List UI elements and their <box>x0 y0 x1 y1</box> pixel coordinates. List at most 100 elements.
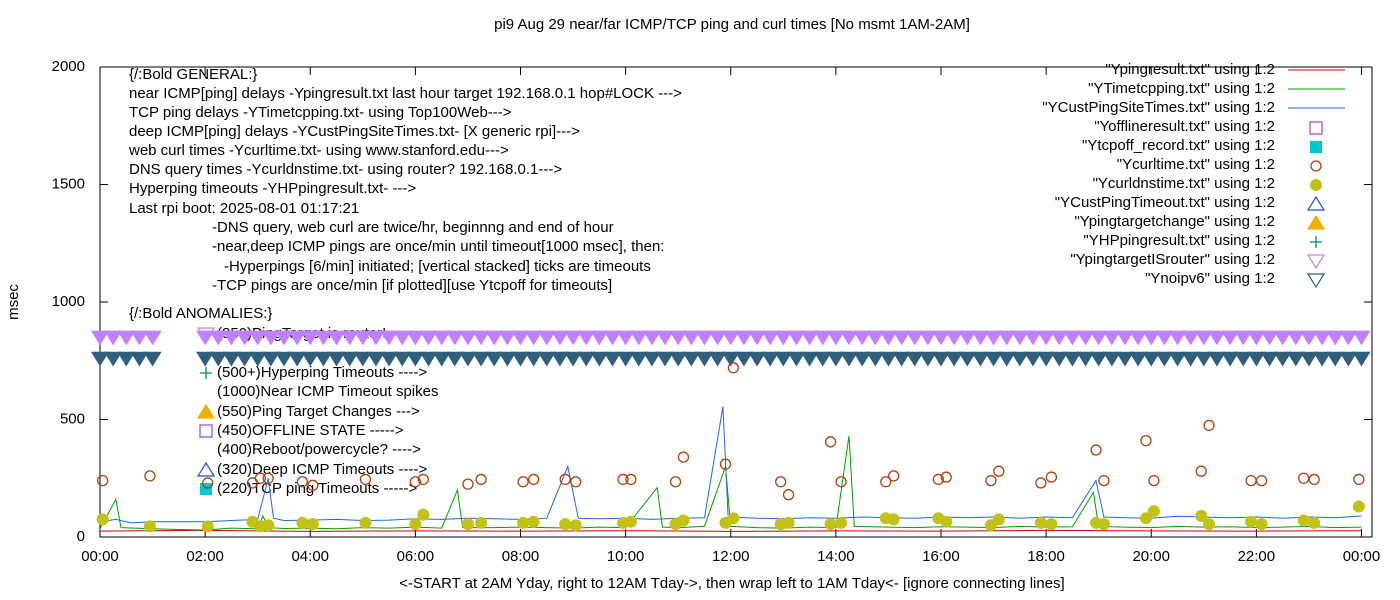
data-point <box>1155 330 1174 346</box>
data-point <box>734 330 753 346</box>
data-point <box>472 351 491 367</box>
data-point <box>201 520 214 533</box>
data-point <box>144 470 156 482</box>
series-line <box>99 529 1362 532</box>
data-point <box>288 330 307 346</box>
data-point <box>971 351 990 367</box>
data-point <box>1129 351 1148 367</box>
data-point <box>1045 518 1058 531</box>
data-point <box>563 330 583 346</box>
annotation: -DNS query, web curl are twice/hr, begin… <box>212 219 614 236</box>
data-point <box>590 330 609 346</box>
data-point <box>288 351 307 367</box>
data-point <box>835 516 848 529</box>
data-point <box>235 351 254 367</box>
data-point <box>984 330 1003 346</box>
data-point <box>892 351 911 367</box>
x-tick-label: 06:00 <box>397 548 435 565</box>
data-point <box>880 476 892 488</box>
data-point <box>747 351 767 367</box>
data-point <box>222 351 241 367</box>
legend-label: "YpingtargetISrouter" using 1:2 <box>1070 251 1275 268</box>
data-point <box>254 472 266 484</box>
data-point <box>1207 330 1227 346</box>
data-point <box>624 515 637 528</box>
data-point <box>380 330 399 346</box>
data-point <box>669 351 688 367</box>
data-point <box>340 330 359 346</box>
data-point <box>563 351 583 367</box>
data-point <box>406 330 425 346</box>
data-point <box>90 330 110 346</box>
data-point <box>826 351 845 367</box>
legend-label: "Ypingtargetchange" using 1:2 <box>1074 213 1275 230</box>
data-point <box>261 330 280 346</box>
data-point <box>393 351 412 367</box>
data-point <box>498 351 517 367</box>
data-point <box>721 351 740 367</box>
data-point <box>642 351 661 367</box>
data-point <box>577 351 596 367</box>
annotation: Last rpi boot: 2025-08-01 01:17:21 <box>129 200 359 217</box>
data-point <box>235 330 254 346</box>
data-point <box>1168 351 1187 367</box>
data-point <box>971 330 990 346</box>
data-point <box>918 351 937 367</box>
data-point <box>866 351 885 367</box>
data-point <box>1245 515 1258 528</box>
legend-label: "Yofflineresult.txt" using 1:2 <box>1094 118 1275 135</box>
data-point <box>559 473 571 486</box>
data-point <box>1273 351 1292 367</box>
data-point <box>130 330 149 346</box>
data-point <box>432 351 451 367</box>
data-point <box>359 473 372 486</box>
data-point <box>1207 351 1227 367</box>
x-tick-label: 04:00 <box>291 548 329 565</box>
x-tick-label: 12:00 <box>712 548 750 565</box>
annotation: -near,deep ICMP pings are once/min until… <box>212 238 664 255</box>
data-point <box>1155 351 1174 367</box>
annotation: -Hyperpings [6/min] initiated; [vertical… <box>224 258 651 275</box>
data-point <box>747 330 767 346</box>
data-point <box>918 330 937 346</box>
data-point <box>958 330 977 346</box>
data-point <box>1255 518 1268 531</box>
data-point <box>721 330 740 346</box>
annotation: {/:Bold GENERAL:} <box>129 66 257 83</box>
data-point <box>800 351 819 367</box>
data-point <box>307 479 319 491</box>
data-point <box>1234 351 1253 367</box>
data-point <box>824 436 837 448</box>
data-point <box>616 330 635 346</box>
data-point <box>409 476 422 488</box>
data-point <box>550 330 569 346</box>
annotation-key <box>199 424 213 438</box>
annotation: (500+)Hyperping Timeouts ----> <box>217 364 427 381</box>
y-tick-label: 500 <box>60 410 85 427</box>
data-point <box>997 330 1016 346</box>
data-point <box>569 519 582 532</box>
annotation: (550)Ping Target Changes ---> <box>217 403 420 420</box>
chart-title: pi9 Aug 29 near/far ICMP/TCP ping and cu… <box>494 16 970 33</box>
data-point <box>775 476 787 488</box>
data-point <box>682 330 701 346</box>
legend-label: "YHPpingresult.txt" using 1:2 <box>1083 232 1275 249</box>
data-point <box>1260 351 1279 367</box>
legend-key <box>1306 214 1326 230</box>
legend-key <box>1310 141 1322 153</box>
data-point <box>409 518 422 531</box>
x-tick-label: 14:00 <box>817 548 855 565</box>
data-point <box>1339 351 1358 367</box>
x-axis-label: <-START at 2AM Yday, right to 12AM Tday-… <box>399 575 1064 592</box>
data-point <box>1221 330 1240 346</box>
data-point <box>314 351 333 367</box>
annotation-key <box>196 461 216 477</box>
data-point <box>853 330 872 346</box>
data-point <box>1023 351 1043 367</box>
data-point <box>1297 514 1310 527</box>
data-point <box>517 516 530 529</box>
data-point <box>1308 516 1321 529</box>
data-point <box>393 330 412 346</box>
data-point <box>301 351 320 367</box>
data-point <box>261 351 280 367</box>
